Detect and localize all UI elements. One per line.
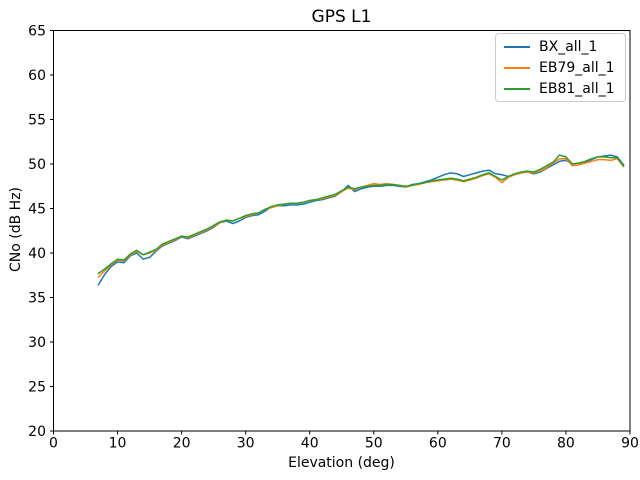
plot-border [53, 30, 631, 432]
y-axis-label: CNo (dB Hz) [8, 186, 24, 272]
y-tick-label: 65 [28, 24, 46, 40]
x-tick-label: 10 [109, 436, 127, 452]
legend-swatch-line-icon [504, 66, 530, 69]
chart-title: GPS L1 [311, 7, 372, 27]
legend-item: EB81_all_1 [504, 78, 617, 99]
legend-label: BX_all_1 [539, 38, 598, 55]
y-tick-label: 35 [28, 291, 46, 307]
legend-item: EB79_all_1 [504, 57, 617, 78]
y-tick-label: 40 [28, 246, 46, 262]
series-line-BX_all_1 [97, 154, 625, 286]
series-line-EB79_all_1 [97, 157, 625, 278]
legend-item: BX_all_1 [504, 36, 617, 57]
x-tick-label: 30 [237, 436, 255, 452]
x-tick-label: 60 [429, 436, 447, 452]
legend-label: EB79_all_1 [539, 59, 615, 76]
legend-swatch-line-icon [504, 45, 530, 48]
y-tick-label: 50 [28, 157, 46, 173]
legend-label: EB81_all_1 [539, 80, 615, 97]
series-line-EB81_all_1 [97, 154, 625, 275]
x-tick-label: 50 [365, 436, 383, 452]
y-tick-label: 45 [28, 202, 46, 218]
x-tick-label: 90 [621, 436, 639, 452]
x-tick-label: 70 [493, 436, 511, 452]
legend-swatch-line-icon [504, 87, 530, 90]
x-tick-label: 40 [301, 436, 319, 452]
x-tick-label: 80 [557, 436, 575, 452]
x-tick-label: 0 [49, 436, 58, 452]
y-tick-label: 30 [28, 335, 46, 351]
y-tick-label: 25 [28, 380, 46, 396]
legend: BX_all_1 EB79_all_1 EB81_all_1 [495, 33, 626, 102]
y-tick-label: 60 [28, 68, 46, 84]
x-tick-label: 20 [173, 436, 191, 452]
x-axis-label: Elevation (deg) [288, 455, 395, 471]
y-tick-label: 55 [28, 113, 46, 129]
y-tick-label: 20 [28, 424, 46, 440]
